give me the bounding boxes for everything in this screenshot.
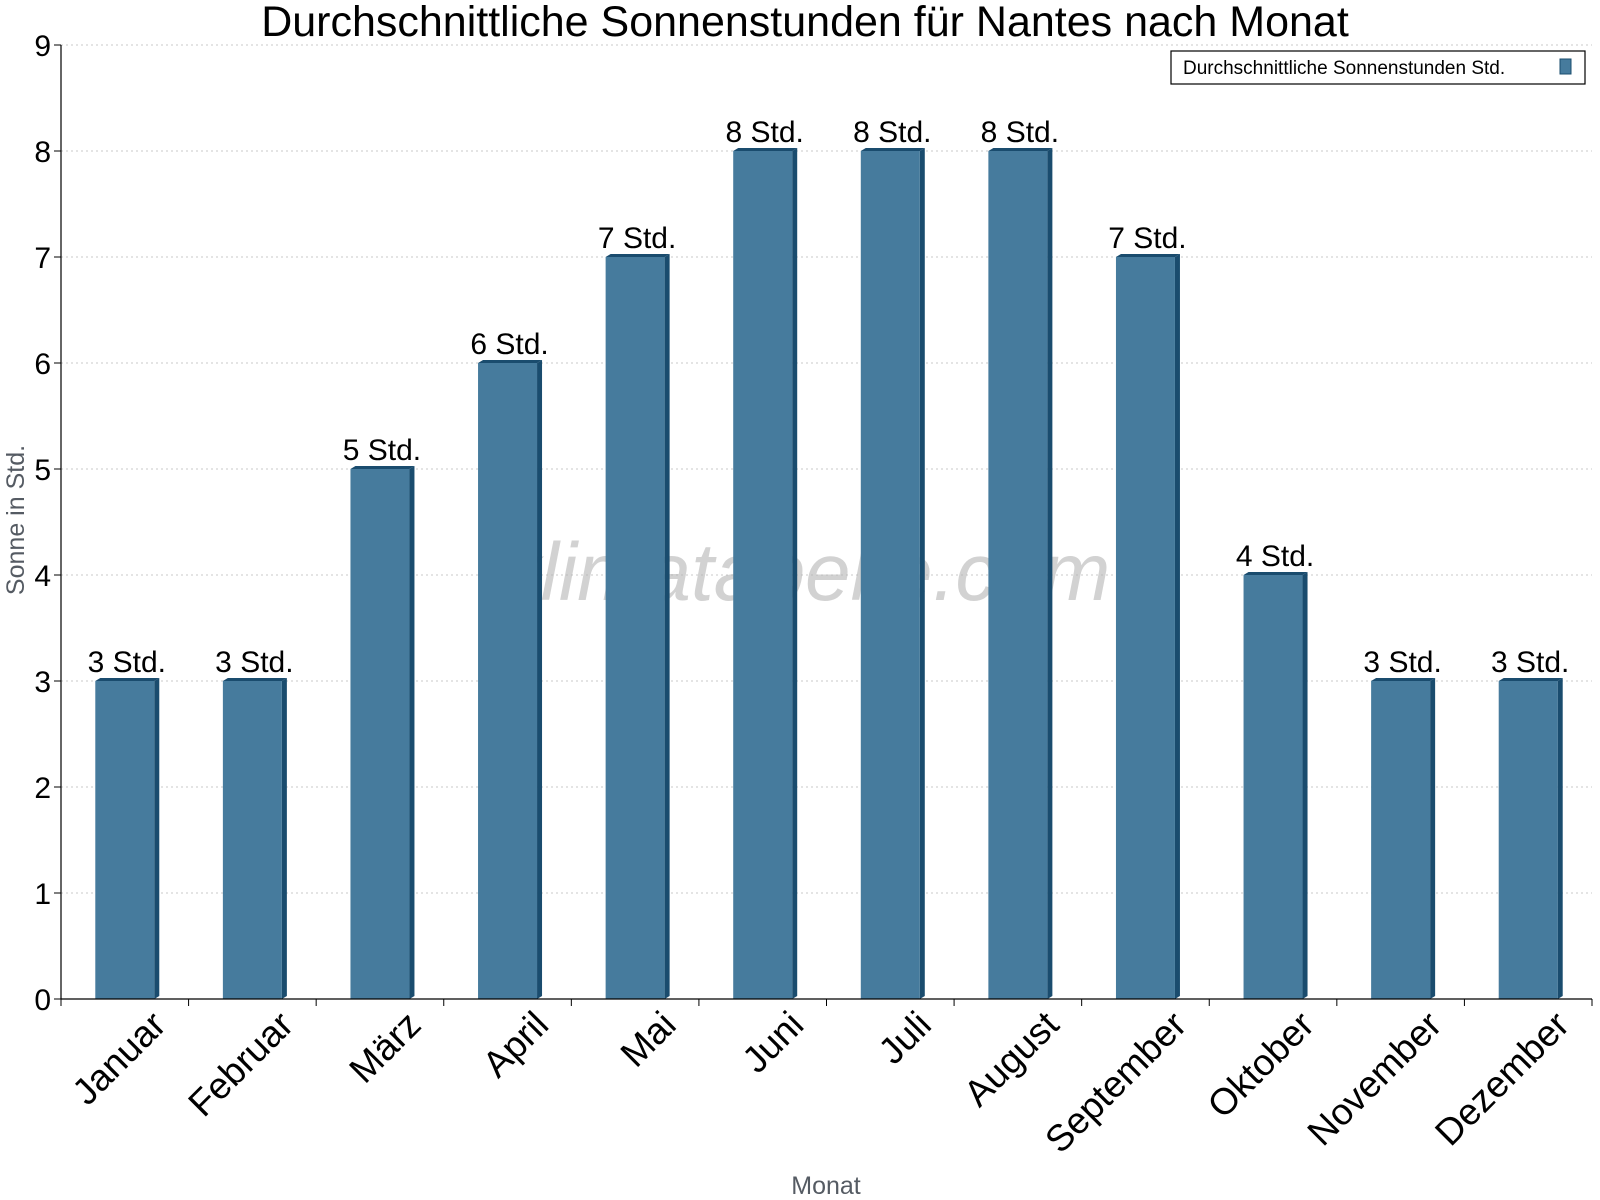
- bar: [860, 148, 925, 999]
- x-tick-label: April: [475, 1004, 556, 1085]
- data-label: 8 Std.: [726, 116, 804, 149]
- bar-top: [860, 148, 925, 151]
- bar-side: [792, 148, 798, 999]
- chart-title: Durchschnittliche Sonnenstunden für Nant…: [261, 0, 1349, 46]
- data-label: 3 Std.: [88, 646, 166, 679]
- bar-top: [1371, 678, 1436, 681]
- x-tick-label: Februar: [180, 1004, 301, 1125]
- y-tick-label: 5: [34, 454, 51, 487]
- legend: Durchschnittliche Sonnenstunden Std.: [1170, 50, 1586, 85]
- y-tick-label: 7: [34, 242, 51, 275]
- data-label: 3 Std.: [215, 646, 293, 679]
- bar-top: [1498, 678, 1563, 681]
- bar: [350, 466, 415, 999]
- bar: [1498, 678, 1563, 999]
- bar-side: [537, 360, 543, 999]
- bar-front: [860, 151, 920, 999]
- data-label: 7 Std.: [598, 222, 676, 255]
- y-axis-title: Sonne in Std.: [2, 445, 30, 595]
- grid-lines: [61, 44, 1592, 894]
- data-label: 8 Std.: [981, 116, 1059, 149]
- x-axis-title: Monat: [791, 1172, 861, 1200]
- bar: [1115, 254, 1180, 999]
- bar-top: [350, 466, 415, 469]
- axes: [54, 44, 1593, 1006]
- data-label: 4 Std.: [1236, 540, 1314, 573]
- y-tick-labels: 0 1 2 3 4 5 6 7 8 9: [34, 30, 51, 1017]
- y-tick-label: 8: [34, 136, 51, 169]
- bar-side: [1174, 254, 1180, 999]
- bar-front: [605, 257, 665, 999]
- legend-box: [1170, 50, 1586, 85]
- x-tick-label: Mai: [613, 1004, 684, 1075]
- x-tick-labels: Januar Februar März April Mai Juni Juli AugustS…: [64, 1003, 1576, 1160]
- bar-side: [1302, 572, 1308, 999]
- y-tick-label: 9: [34, 30, 51, 63]
- bar-front: [95, 681, 155, 999]
- bar: [733, 148, 798, 999]
- data-label: 8 Std.: [853, 116, 931, 149]
- bar-side: [409, 466, 415, 999]
- x-tick-label: Juni: [734, 1004, 811, 1081]
- bar-top: [95, 678, 160, 681]
- bar-top: [988, 148, 1053, 151]
- bar-side: [154, 678, 160, 999]
- bar-top: [222, 678, 287, 681]
- x-tick-label: Dezember: [1427, 1004, 1577, 1154]
- y-tick-label: 1: [34, 878, 51, 911]
- bar-side: [1557, 678, 1563, 999]
- bar-front: [350, 469, 410, 999]
- bar: [1371, 678, 1436, 999]
- y-tick-label: 3: [34, 666, 51, 699]
- data-label: 3 Std.: [1363, 646, 1441, 679]
- data-label: 3 Std.: [1491, 646, 1569, 679]
- bar-top: [478, 360, 543, 363]
- legend-label: Durchschnittliche Sonnenstunden Std.: [1183, 58, 1505, 79]
- bar-front: [1115, 257, 1175, 999]
- bar-side: [281, 678, 287, 999]
- data-label: 6 Std.: [470, 328, 548, 361]
- x-tick-label: Juli: [871, 1004, 939, 1072]
- data-label: 7 Std.: [1108, 222, 1186, 255]
- x-tick-label: Oktober: [1200, 1004, 1322, 1126]
- bar-side: [664, 254, 670, 999]
- y-tick-label: 2: [34, 772, 51, 805]
- bar-front: [478, 363, 538, 999]
- bar: [222, 678, 287, 999]
- bar: [95, 678, 160, 999]
- x-tick-label: Januar: [64, 1004, 173, 1113]
- bar-front: [1243, 575, 1303, 999]
- bar-side: [1430, 678, 1436, 999]
- bar-top: [733, 148, 798, 151]
- x-tick-label: März: [341, 1004, 428, 1091]
- bar-front: [988, 151, 1048, 999]
- y-tick-label: 0: [34, 984, 51, 1017]
- bar: [988, 148, 1053, 999]
- bars: [95, 148, 1563, 999]
- y-tick-label: 4: [34, 560, 51, 593]
- bar-side: [919, 148, 925, 999]
- y-tick-label: 6: [34, 348, 51, 381]
- data-label: 5 Std.: [343, 434, 421, 467]
- bar: [1243, 572, 1308, 999]
- x-tick-label: November: [1300, 1004, 1450, 1154]
- bar-front: [1498, 681, 1558, 999]
- data-labels: 3 Std. 3 Std. 5 Std. 6 Std. 7 Std. 8 Std. 8 St…: [88, 116, 1570, 679]
- bar-top: [1243, 572, 1308, 575]
- bar-top: [1115, 254, 1180, 257]
- x-tick-label: August: [956, 1003, 1067, 1114]
- bar-front: [1371, 681, 1431, 999]
- bar: [478, 360, 543, 999]
- legend-swatch: [1559, 58, 1572, 75]
- bar-top: [605, 254, 670, 257]
- bar-side: [1047, 148, 1053, 999]
- bar: [605, 254, 670, 999]
- bar-front: [733, 151, 793, 999]
- bar-front: [222, 681, 282, 999]
